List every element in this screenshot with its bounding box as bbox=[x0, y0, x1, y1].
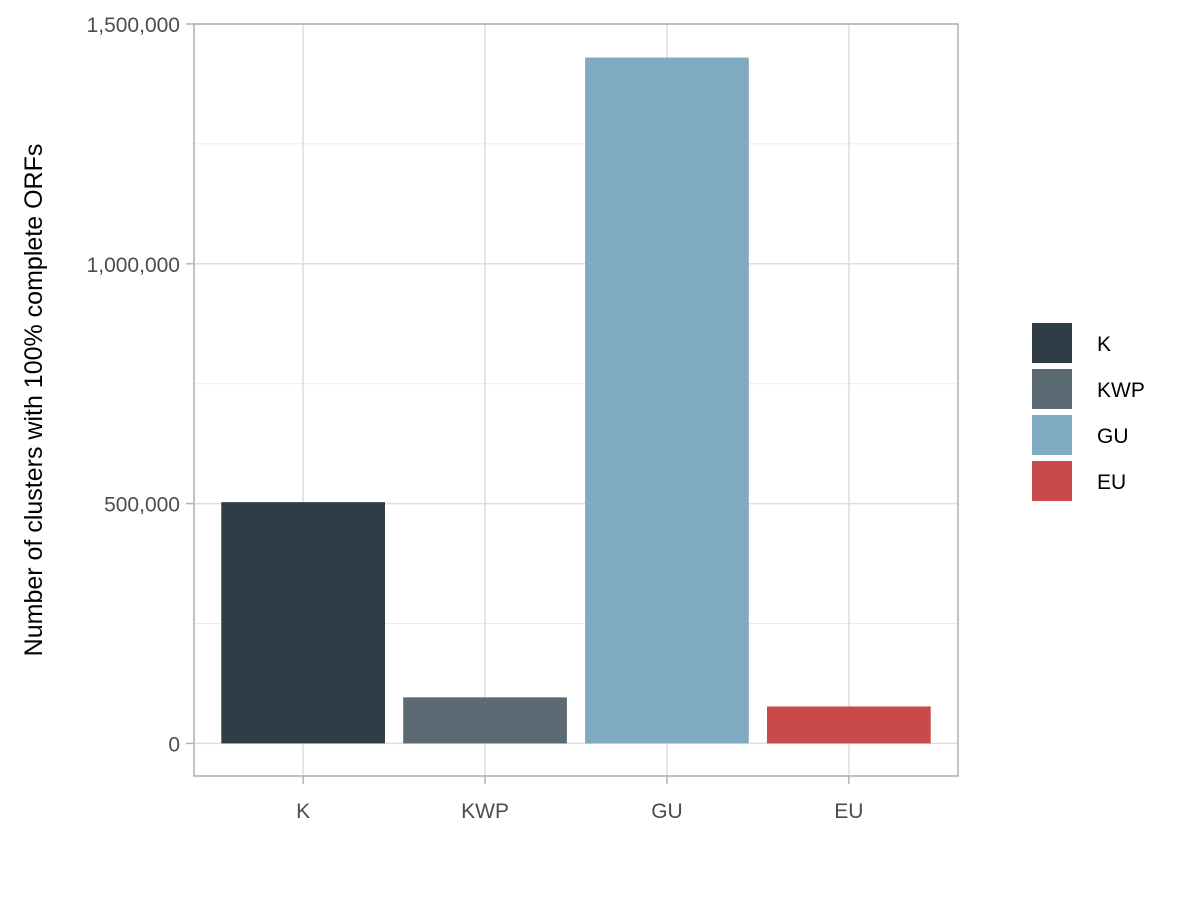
bar-gu bbox=[585, 57, 749, 744]
legend-key-kwp bbox=[1032, 369, 1072, 409]
bar-kwp bbox=[403, 697, 567, 744]
legend-key-k bbox=[1032, 323, 1072, 363]
y-tick-label: 1,500,000 bbox=[87, 14, 180, 37]
x-axis: K KWP GU EU bbox=[296, 776, 863, 823]
panel-border bbox=[193, 23, 959, 777]
x-tick-label: GU bbox=[651, 800, 683, 823]
x-tick-label: EU bbox=[834, 800, 863, 823]
y-tick-label: 1,000,000 bbox=[87, 254, 180, 277]
legend-label: GU bbox=[1097, 425, 1129, 448]
y-axis: 0 500,000 1,000,000 1,500,000 bbox=[87, 14, 194, 756]
x-tick-label: K bbox=[296, 800, 310, 823]
legend-key-gu bbox=[1032, 415, 1072, 455]
legend-label: EU bbox=[1097, 471, 1126, 494]
legend: K KWP GU EU bbox=[1032, 323, 1145, 501]
x-tick-label: KWP bbox=[461, 800, 509, 823]
y-tick-label: 0 bbox=[168, 733, 180, 756]
legend-key-eu bbox=[1032, 461, 1072, 501]
y-tick-label: 500,000 bbox=[104, 494, 180, 517]
y-axis-label: Number of clusters with 100% complete OR… bbox=[20, 144, 48, 657]
bars bbox=[221, 57, 931, 744]
legend-label: KWP bbox=[1097, 379, 1145, 402]
legend-label: K bbox=[1097, 333, 1111, 356]
bar-eu bbox=[767, 706, 931, 744]
bar-k bbox=[221, 502, 385, 744]
